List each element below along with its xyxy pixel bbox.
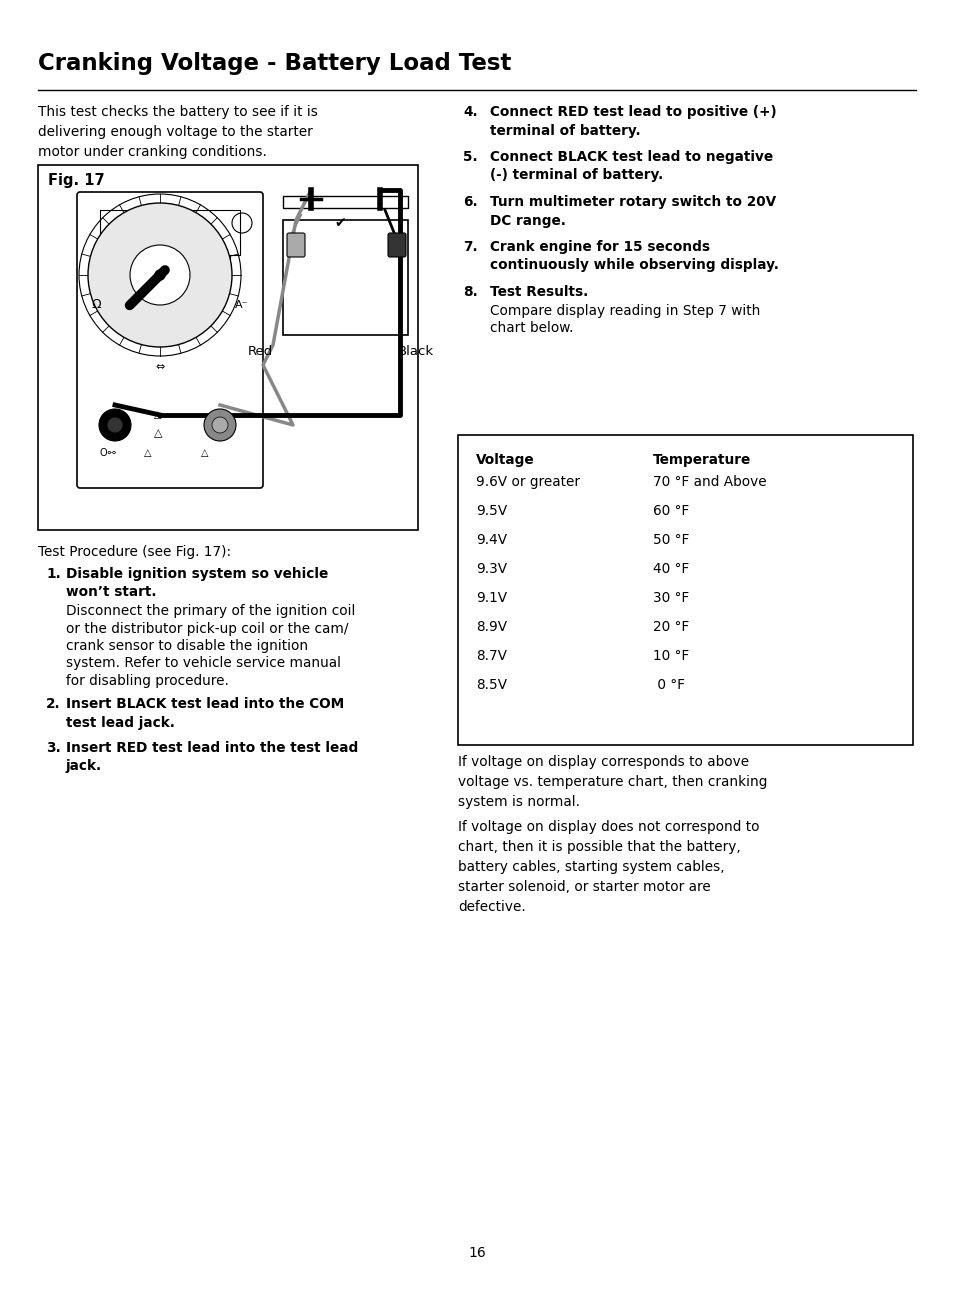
- Text: 0 °F: 0 °F: [652, 678, 684, 692]
- Bar: [38, 165, 417, 530]
- Text: 8.9V: 8.9V: [476, 621, 507, 634]
- Circle shape: [88, 203, 232, 347]
- Text: test lead jack.: test lead jack.: [66, 716, 174, 730]
- Circle shape: [130, 245, 190, 304]
- Bar: [457, 435, 912, 745]
- Text: 4.: 4.: [462, 105, 477, 118]
- Text: 1.: 1.: [46, 567, 61, 582]
- Text: Insert RED test lead into the test lead: Insert RED test lead into the test lead: [66, 740, 358, 755]
- Text: won’t start.: won’t start.: [66, 585, 156, 600]
- Text: 2.: 2.: [46, 697, 61, 712]
- Bar: [100, 209, 240, 255]
- Text: If voltage on display corresponds to above
voltage vs. temperature chart, then c: If voltage on display corresponds to abo…: [457, 755, 766, 809]
- Text: continuously while observing display.: continuously while observing display.: [490, 259, 778, 272]
- Text: 8.5V: 8.5V: [476, 678, 507, 692]
- Text: Insert BLACK test lead into the COM: Insert BLACK test lead into the COM: [66, 697, 344, 712]
- Text: 8.: 8.: [462, 285, 477, 299]
- Circle shape: [107, 418, 123, 433]
- Text: 8.7V: 8.7V: [476, 649, 506, 664]
- Text: 60 °F: 60 °F: [652, 503, 688, 518]
- Text: 7.: 7.: [462, 239, 477, 254]
- Text: Crank engine for 15 seconds: Crank engine for 15 seconds: [490, 239, 709, 254]
- Text: Connect BLACK test lead to negative: Connect BLACK test lead to negative: [490, 150, 772, 164]
- Circle shape: [204, 409, 235, 441]
- Text: for disabling procedure.: for disabling procedure.: [66, 674, 229, 688]
- Text: chart below.: chart below.: [490, 321, 573, 334]
- Text: O⁠⚯: O⁠⚯: [100, 448, 115, 458]
- Text: 9.4V: 9.4V: [476, 533, 507, 546]
- Bar: [283, 220, 408, 334]
- Text: This test checks the battery to see if it is
delivering enough voltage to the st: This test checks the battery to see if i…: [38, 105, 317, 159]
- Text: △: △: [154, 410, 162, 420]
- Text: Temperature: Temperature: [652, 453, 750, 467]
- Text: Test Results.: Test Results.: [490, 285, 588, 299]
- Text: Fig. 17: Fig. 17: [48, 173, 105, 189]
- Text: ✔: ✔: [334, 216, 345, 230]
- FancyBboxPatch shape: [287, 233, 305, 258]
- Text: 16: 16: [468, 1246, 485, 1259]
- Text: 3.: 3.: [46, 740, 61, 755]
- Text: or the distributor pick-up coil or the cam/: or the distributor pick-up coil or the c…: [66, 622, 348, 635]
- Circle shape: [99, 409, 131, 441]
- Text: 6.: 6.: [462, 195, 477, 209]
- Text: Disable ignition system so vehicle: Disable ignition system so vehicle: [66, 567, 328, 582]
- Text: △: △: [153, 428, 162, 438]
- Text: Turn multimeter rotary switch to 20V: Turn multimeter rotary switch to 20V: [490, 195, 776, 209]
- Text: 9.6V or greater: 9.6V or greater: [476, 475, 579, 489]
- Text: Voltage: Voltage: [476, 453, 534, 467]
- Text: 50 °F: 50 °F: [652, 533, 689, 546]
- Text: △: △: [201, 448, 209, 458]
- Text: A⁻: A⁻: [234, 301, 248, 310]
- Text: 10 °F: 10 °F: [652, 649, 688, 664]
- Text: Connect RED test lead to positive (+): Connect RED test lead to positive (+): [490, 105, 776, 118]
- Text: 5.: 5.: [462, 150, 477, 164]
- Text: Cranking Voltage - Battery Load Test: Cranking Voltage - Battery Load Test: [38, 52, 511, 75]
- FancyBboxPatch shape: [388, 233, 406, 258]
- Text: (-) terminal of battery.: (-) terminal of battery.: [490, 169, 662, 182]
- Text: 9.1V: 9.1V: [476, 591, 507, 605]
- Bar: [283, 196, 408, 208]
- Text: DC range.: DC range.: [490, 213, 565, 228]
- Text: crank sensor to disable the ignition: crank sensor to disable the ignition: [66, 639, 308, 653]
- Text: Ω: Ω: [91, 298, 102, 311]
- Text: Compare display reading in Step 7 with: Compare display reading in Step 7 with: [490, 303, 760, 317]
- Text: jack.: jack.: [66, 758, 102, 773]
- Text: 40 °F: 40 °F: [652, 562, 688, 576]
- FancyBboxPatch shape: [77, 193, 263, 488]
- Text: system. Refer to vehicle service manual: system. Refer to vehicle service manual: [66, 657, 340, 670]
- Text: ⇔: ⇔: [154, 362, 164, 372]
- Text: 70 °F and Above: 70 °F and Above: [652, 475, 766, 489]
- Text: 30 °F: 30 °F: [652, 591, 688, 605]
- Text: 9.5V: 9.5V: [476, 503, 507, 518]
- Circle shape: [154, 271, 165, 280]
- Text: Black: Black: [397, 345, 434, 358]
- Circle shape: [212, 418, 228, 433]
- Text: △: △: [144, 448, 152, 458]
- Text: If voltage on display does not correspond to
chart, then it is possible that the: If voltage on display does not correspon…: [457, 820, 759, 915]
- Text: terminal of battery.: terminal of battery.: [490, 124, 640, 138]
- Text: 9.3V: 9.3V: [476, 562, 507, 576]
- Text: Red: Red: [248, 345, 273, 358]
- Text: 20 °F: 20 °F: [652, 621, 688, 634]
- Text: Disconnect the primary of the ignition coil: Disconnect the primary of the ignition c…: [66, 604, 355, 618]
- Text: Test Procedure (see Fig. 17):: Test Procedure (see Fig. 17):: [38, 545, 231, 559]
